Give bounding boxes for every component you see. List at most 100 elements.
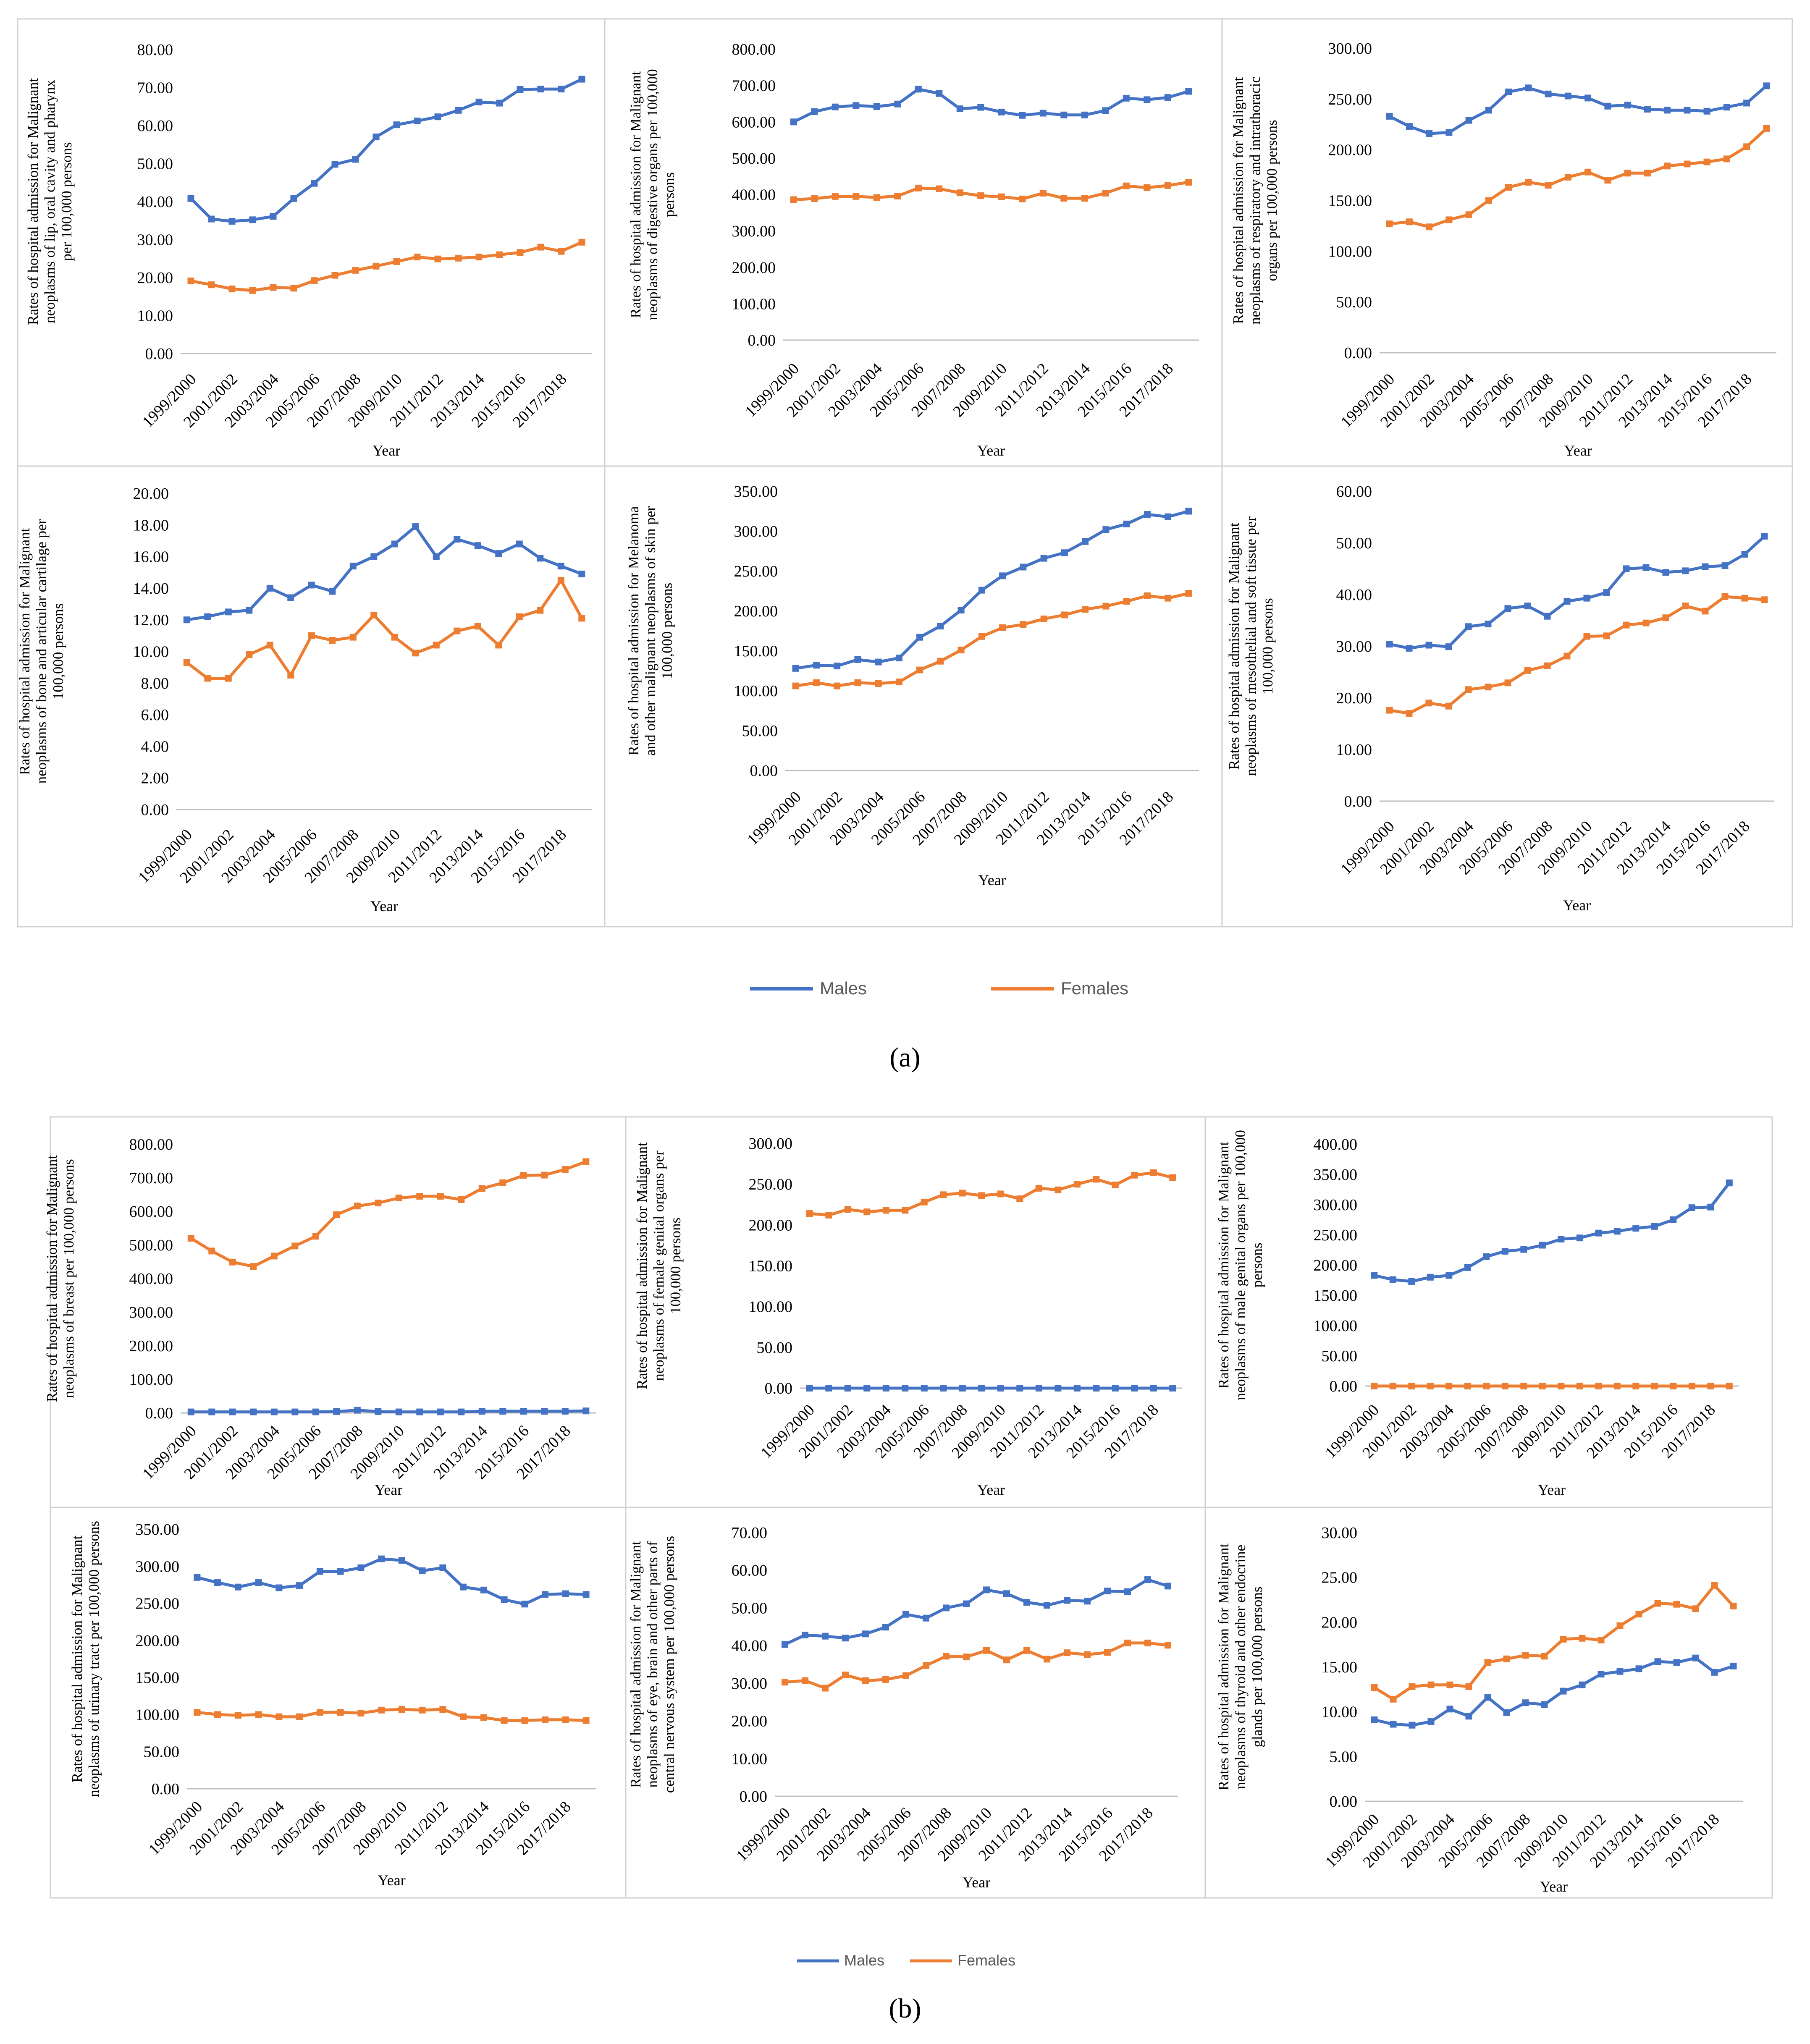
y-tick-label: 20.00	[1322, 1614, 1358, 1631]
data-point-females	[1664, 162, 1671, 170]
data-point-females	[1044, 1656, 1050, 1663]
data-point-males	[1408, 1278, 1415, 1285]
data-point-males	[999, 572, 1006, 579]
data-point-males	[246, 607, 253, 614]
data-point-males	[1692, 1654, 1699, 1661]
x-axis-title: Year	[977, 1481, 1005, 1498]
data-point-males	[956, 105, 963, 113]
data-point-males	[1662, 569, 1669, 576]
data-point-males	[1743, 100, 1750, 107]
data-point-males	[372, 134, 380, 141]
data-point-females	[963, 1654, 970, 1661]
data-point-males	[863, 1385, 871, 1391]
data-point-males	[499, 1408, 506, 1415]
data-point-males	[225, 608, 232, 616]
data-point-males	[1501, 1247, 1508, 1255]
y-tick-label: 15.00	[1322, 1659, 1358, 1676]
data-point-females	[862, 1677, 869, 1684]
y-tick-label: 0.00	[1330, 1378, 1358, 1395]
y-tick-label: 300.00	[129, 1304, 173, 1321]
x-axis-title: Year	[977, 442, 1005, 459]
data-point-males	[562, 1590, 569, 1597]
data-point-females	[1061, 611, 1068, 618]
data-point-males	[1081, 111, 1088, 118]
data-point-females	[1019, 195, 1026, 202]
data-point-males	[352, 156, 359, 163]
data-point-males	[455, 107, 462, 114]
data-point-females	[790, 196, 797, 203]
data-point-females	[1123, 182, 1130, 189]
data-point-males	[1040, 555, 1047, 562]
y-axis-title: Rates of hospital admission for Malignan…	[44, 1155, 77, 1402]
y-axis-title: Rates of hospital admission for Malignan…	[627, 69, 677, 320]
data-point-females	[187, 1235, 194, 1242]
x-axis-title: Year	[1563, 897, 1591, 914]
chart-1-5: 0.005.0010.0015.0020.0025.0030.001999/20…	[1204, 1507, 1773, 1899]
data-point-females	[1654, 1600, 1661, 1607]
data-point-males	[266, 584, 273, 592]
y-axis-title: Rates of hospital admission for Melanoma…	[625, 506, 675, 756]
y-tick-label: 400.00	[732, 186, 776, 204]
data-point-females	[375, 1200, 382, 1206]
data-point-males	[1524, 603, 1531, 610]
series-line-males	[186, 525, 582, 621]
y-tick-label: 12.00	[133, 611, 169, 629]
y-tick-label: 50.00	[1336, 293, 1372, 311]
y-axis-title: Rates of hospital admission for Malignan…	[1230, 76, 1280, 325]
y-tick-label: 40.00	[1336, 586, 1372, 604]
data-point-females	[255, 1711, 262, 1718]
data-point-males	[1464, 1264, 1471, 1271]
y-tick-label: 0.00	[748, 332, 776, 349]
data-point-females	[937, 658, 944, 665]
data-point-males	[194, 1574, 201, 1581]
y-tick-label: 4.00	[141, 738, 169, 755]
data-point-females	[1558, 1383, 1565, 1389]
data-point-males	[354, 1407, 361, 1414]
data-point-females	[1408, 1383, 1415, 1389]
data-point-males	[1165, 1583, 1171, 1590]
data-point-males	[937, 623, 944, 630]
data-point-females	[895, 679, 902, 686]
data-point-females	[1035, 1184, 1042, 1192]
data-point-females	[521, 1717, 528, 1724]
data-point-males	[1465, 117, 1472, 124]
data-point-males	[1150, 1385, 1157, 1391]
y-tick-label: 200.00	[732, 259, 776, 277]
data-point-males	[1131, 1385, 1138, 1391]
y-tick-label: 30.00	[137, 231, 173, 249]
data-point-males	[977, 104, 984, 111]
data-point-males	[1522, 1699, 1529, 1706]
data-point-females	[1604, 177, 1611, 184]
data-point-females	[894, 193, 901, 199]
series-line-females	[186, 579, 583, 680]
data-point-females	[474, 623, 481, 630]
y-tick-label: 70.00	[732, 1524, 768, 1542]
data-point-females	[1603, 632, 1610, 639]
data-point-females	[1711, 1582, 1718, 1589]
data-point-females	[1761, 596, 1768, 603]
data-point-females	[1427, 1681, 1435, 1688]
data-point-males	[957, 607, 965, 614]
data-point-males	[1093, 1385, 1100, 1391]
data-point-females	[1598, 1637, 1605, 1643]
data-point-males	[496, 100, 503, 107]
y-tick-label: 60.00	[137, 117, 173, 135]
chart-1-3: 0.00 50.00 100.00 150.00 200.00 250.00 300.00 3…	[50, 1507, 627, 1899]
y-tick-label: 100.00	[129, 1371, 173, 1389]
y-tick-label: 0.00	[145, 345, 173, 363]
y-tick-label: 100.00	[1314, 1317, 1358, 1335]
data-point-males	[792, 665, 799, 672]
data-point-males	[1703, 107, 1710, 115]
data-point-males	[290, 195, 297, 202]
data-point-females	[1763, 125, 1770, 132]
data-point-females	[1584, 168, 1592, 176]
data-point-males	[357, 1564, 365, 1571]
data-point-males	[943, 1604, 950, 1612]
data-point-males	[208, 215, 215, 223]
data-point-males	[813, 662, 820, 669]
data-point-males	[1445, 129, 1453, 136]
data-point-males	[1579, 1681, 1586, 1688]
chart-0-0: 0.00 10.00 20.00 30.00 40.00 50.00 60.00 70.00 8…	[17, 18, 606, 467]
data-point-females	[1131, 1171, 1138, 1179]
data-point-females	[1485, 684, 1492, 691]
